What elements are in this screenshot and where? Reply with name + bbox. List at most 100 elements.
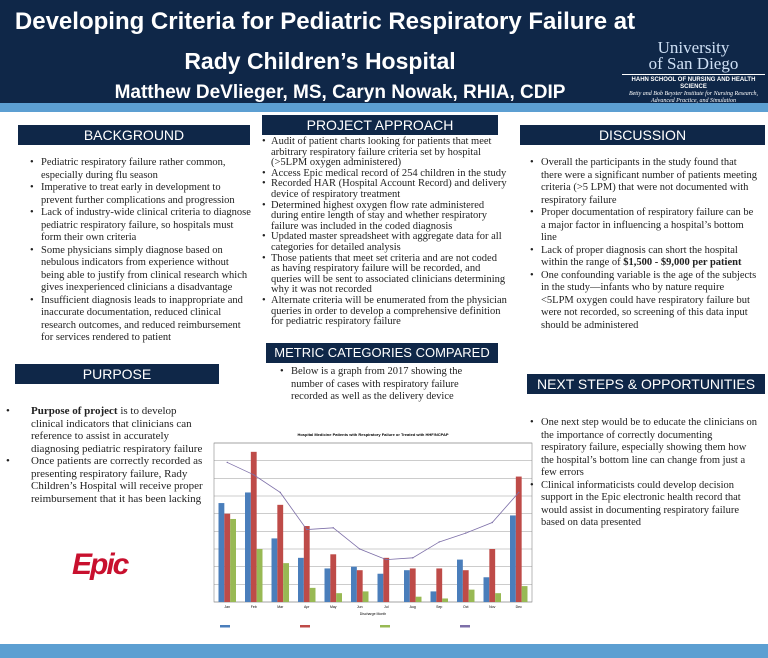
line-point (465, 532, 467, 534)
list-item: One confounding variable is the age of t… (528, 270, 758, 333)
series-line (227, 462, 520, 561)
list-item: Determined highest oxygen flow rate admi… (260, 200, 508, 233)
logo-name: of San Diego (648, 54, 739, 73)
next-steps-heading: NEXT STEPS & OPPORTUNITIES (527, 374, 765, 394)
line-point (518, 491, 520, 494)
line-point (359, 548, 361, 550)
bar (409, 568, 416, 602)
list-item: Purpose of project is to develop clinica… (4, 405, 204, 455)
bar (510, 515, 516, 602)
legend-swatch (300, 625, 310, 628)
line-point (332, 527, 334, 529)
bar (303, 526, 310, 602)
chart-title: Hospital Medicine Patients with Respirat… (297, 432, 448, 437)
bar (468, 589, 475, 602)
x-tick-label: Nov (489, 605, 495, 609)
list-item: Clinical informaticists could develop de… (528, 480, 758, 530)
bar (356, 570, 363, 602)
line-point (491, 521, 493, 524)
bar (250, 451, 257, 602)
list-item: Audit of patient charts looking for pati… (260, 136, 508, 169)
cases-chart: Hospital Medicine Patients with Respirat… (213, 432, 533, 628)
bar (483, 577, 490, 602)
discussion-heading: DISCUSSION (520, 125, 765, 145)
x-tick-label: Jan (224, 605, 230, 609)
bar (442, 598, 448, 602)
line-point (306, 528, 308, 531)
bar (383, 557, 390, 602)
bar (277, 504, 284, 602)
list-item: Updated master spreadsheet with aggregat… (260, 231, 508, 253)
bar (230, 518, 236, 602)
list-item: Some physicians simply diagnose based on… (28, 245, 252, 295)
x-tick-label: Sep (436, 605, 442, 609)
list-item: Those patients that meet set criteria an… (260, 253, 508, 296)
logo-university: University (657, 38, 730, 57)
bar (462, 570, 469, 602)
legend-swatch (380, 625, 390, 628)
line-point (385, 558, 387, 561)
bar (521, 586, 528, 602)
bar (489, 549, 496, 602)
bar (436, 568, 443, 602)
x-tick-label: Feb (251, 605, 257, 609)
bar (224, 513, 231, 602)
line-point (438, 541, 440, 543)
poster-header (0, 0, 768, 103)
x-tick-label: Jul (384, 605, 389, 609)
bar (336, 593, 342, 602)
list-item: One next step would be to educate the cl… (528, 417, 758, 480)
bar (218, 503, 225, 602)
poster-title-line2: Rady Children’s Hospital (184, 48, 456, 74)
epic-logo: Epic (72, 548, 129, 581)
approach-list: Audit of patient charts looking for pati… (260, 136, 508, 328)
approach-heading: PROJECT APPROACH (262, 115, 498, 135)
logo-institute: Betty and Bob Beyster Institute for Nurs… (628, 91, 759, 104)
bar (256, 549, 263, 602)
purpose-heading: PURPOSE (15, 364, 219, 384)
line-point (253, 474, 255, 476)
bar (457, 559, 463, 602)
x-tick-label: Oct (463, 605, 468, 609)
bar (298, 557, 304, 602)
x-tick-label: Mar (277, 605, 284, 609)
list-item: Recorded HAR (Hospital Account Record) a… (260, 179, 508, 200)
x-tick-label: May (330, 605, 337, 609)
list-item: Pediatric respiratory failure rather com… (28, 157, 252, 182)
bar (495, 593, 501, 602)
bar (377, 573, 384, 602)
list-item: Imperative to treat early in development… (28, 182, 252, 207)
bar (404, 570, 410, 602)
footer-stripe (0, 644, 768, 658)
line-point (279, 491, 281, 494)
bar (515, 476, 522, 602)
legend-swatch (460, 625, 470, 628)
x-tick-label: Jun (357, 605, 363, 609)
bar (271, 538, 278, 602)
list-item: Access Epic medical record of 254 childr… (260, 168, 508, 180)
authors: Matthew DeVlieger, MS, Caryn Nowak, RHIA… (114, 82, 566, 103)
list-item: Alternate criteria will be enumerated fr… (260, 295, 508, 328)
list-item: Below is a graph from 2017 showing the n… (278, 366, 488, 404)
x-axis-label: Discharge Month (360, 612, 387, 616)
next-steps-list: One next step would be to educate the cl… (528, 417, 758, 530)
metric-list: Below is a graph from 2017 showing the n… (278, 366, 488, 404)
x-tick-label: Dec (516, 605, 522, 609)
bar (415, 596, 422, 602)
list-item: Overall the participants in the study fo… (528, 157, 758, 207)
x-tick-label: Apr (304, 605, 310, 609)
metric-heading: METRIC CATEGORIES COMPARED (266, 343, 498, 363)
background-list: Pediatric respiratory failure rather com… (28, 157, 252, 345)
legend-swatch (220, 625, 230, 628)
discussion-list: Overall the participants in the study fo… (528, 157, 758, 332)
bar (330, 554, 337, 602)
logo-school: HAHN SCHOOL OF NURSING AND HEALTH SCIENC… (622, 74, 765, 91)
list-item: Proper documentation of respiratory fail… (528, 207, 758, 245)
bar (245, 492, 251, 602)
bar (362, 591, 369, 602)
poster-title: Developing Criteria for Pediatric Respir… (14, 8, 636, 35)
bar (309, 587, 316, 602)
bar (430, 591, 437, 602)
list-item: Once patients are correctly recorded as … (4, 455, 204, 505)
line-point (412, 557, 414, 559)
